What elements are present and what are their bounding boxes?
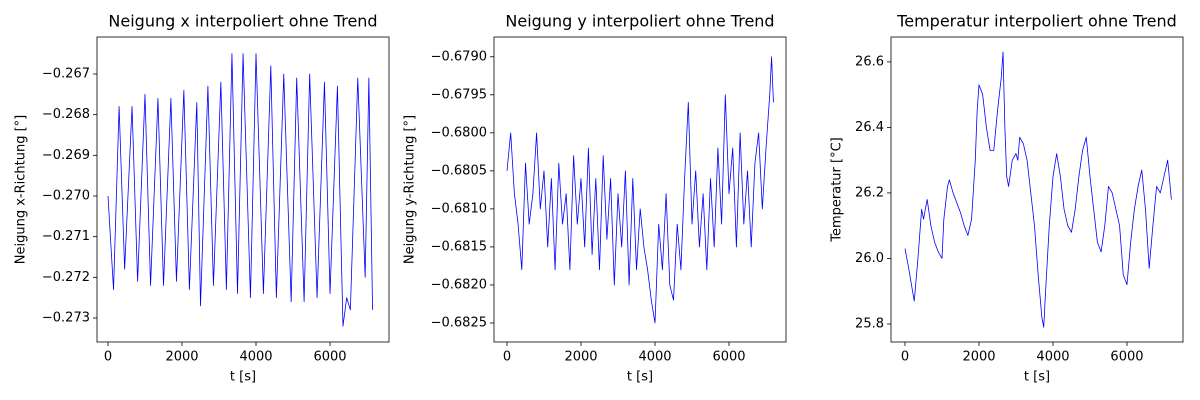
y-tick-label: −0.269 [42, 148, 90, 163]
y-tick-label: 26.2 [855, 185, 884, 200]
y-tick-label: −0.6800 [431, 125, 487, 140]
y-tick-label: 26.6 [855, 54, 884, 69]
y-tick-label: −0.270 [42, 189, 90, 204]
y-axis-label: Neigung y-Richtung [°] [403, 115, 418, 264]
x-tick-label: 6000 [712, 350, 745, 365]
y-tick-label: 25.8 [855, 316, 884, 331]
data-line [904, 51, 1172, 328]
data-line [506, 56, 774, 324]
y-tick-label: −0.267 [42, 67, 90, 82]
y-tick-label: 26.0 [855, 251, 884, 266]
y-tick-label: −0.6820 [431, 277, 487, 292]
plot-frame [493, 36, 787, 343]
x-tick-label: 2000 [962, 350, 995, 365]
x-tick-label: 0 [104, 350, 112, 365]
y-tick-label: −0.268 [42, 107, 90, 122]
chart-title: Neigung x interpoliert ohne Trend [108, 12, 377, 31]
y-tick-label: −0.272 [42, 270, 90, 285]
y-tick-label: −0.6790 [431, 49, 487, 64]
y-tick-label: −0.6825 [431, 315, 487, 330]
y-tick-label: 26.4 [855, 120, 884, 135]
y-tick-label: −0.6795 [431, 87, 487, 102]
x-tick-label: 0 [503, 350, 511, 365]
x-tick-label: 4000 [239, 350, 272, 365]
y-tick-label: −0.273 [42, 311, 90, 326]
y-tick-label: −0.6810 [431, 201, 487, 216]
x-tick-label: 4000 [1036, 350, 1069, 365]
x-axis-label: t [s] [230, 370, 256, 385]
chart-title: Temperatur interpoliert ohne Trend [896, 12, 1177, 31]
x-tick-label: 0 [901, 350, 909, 365]
plot-frame [890, 36, 1184, 343]
y-tick-label: −0.6805 [431, 163, 487, 178]
x-tick-label: 2000 [564, 350, 597, 365]
y-tick-label: −0.6815 [431, 239, 487, 254]
chart-title: Neigung y interpoliert ohne Trend [505, 12, 774, 31]
y-axis-label: Neigung x-Richtung [°] [14, 115, 29, 264]
data-line [107, 53, 373, 327]
x-tick-label: 4000 [638, 350, 671, 365]
y-axis-label: Temperatur [°C] [830, 137, 845, 243]
x-tick-label: 6000 [1110, 350, 1143, 365]
plot-frame [96, 36, 390, 343]
x-tick-label: 2000 [165, 350, 198, 365]
x-axis-label: t [s] [1024, 370, 1050, 385]
x-tick-label: 6000 [313, 350, 346, 365]
x-axis-label: t [s] [627, 370, 653, 385]
y-tick-label: −0.271 [42, 229, 90, 244]
